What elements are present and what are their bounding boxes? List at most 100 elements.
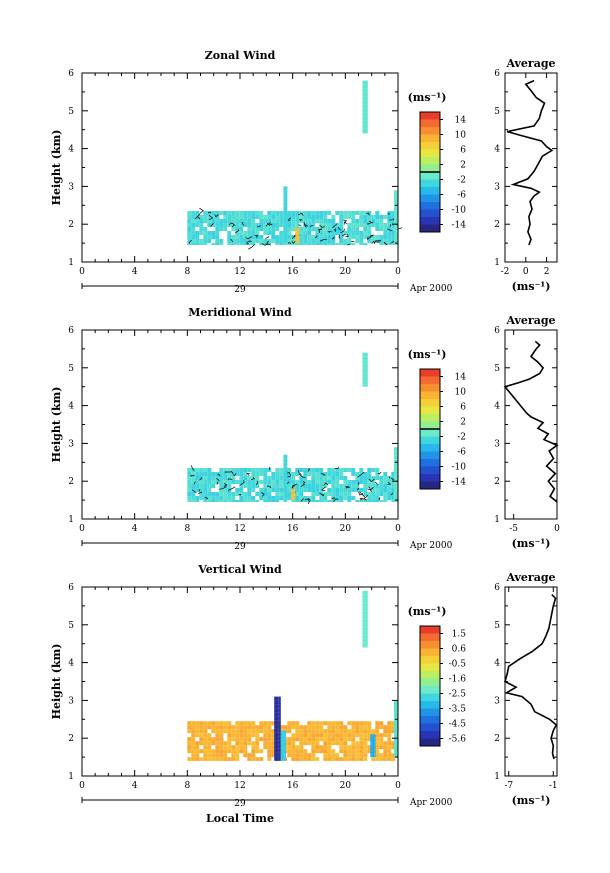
heatmap-cell <box>327 741 332 746</box>
heatmap-cell <box>219 745 224 750</box>
heatmap-cell <box>359 721 364 726</box>
heatmap-cell <box>203 211 208 215</box>
heatmap-cell <box>187 211 192 215</box>
heatmap-cell <box>343 468 348 472</box>
heatmap-cell <box>267 737 272 742</box>
heatmap-cell <box>343 733 348 738</box>
heatmap-cell <box>359 239 364 243</box>
colorbar-band <box>420 202 440 210</box>
heatmap-cell <box>215 223 220 227</box>
heatmap-cell <box>215 219 220 223</box>
heatmap-cell <box>387 215 392 219</box>
heatmap-cell <box>375 753 380 758</box>
heatmap-cell <box>247 484 252 488</box>
heatmap-cell <box>231 235 236 239</box>
heatmap-cell <box>278 720 281 725</box>
heatmap-cell <box>307 215 312 219</box>
heatmap-cell <box>319 235 324 239</box>
heatmap-cell <box>379 480 384 484</box>
heatmap-cell <box>207 721 212 726</box>
heatmap-cell <box>199 488 204 492</box>
heatmap-cell <box>275 488 280 492</box>
heatmap-cell <box>235 243 240 245</box>
heatmap-cell <box>191 753 196 758</box>
heatmap-cell <box>203 239 208 243</box>
heatmap-cell <box>247 215 252 219</box>
heatmap-cell <box>195 211 200 215</box>
heatmap-cell <box>343 745 348 750</box>
heatmap-cell <box>366 112 368 117</box>
heatmap-cell <box>319 211 324 215</box>
heatmap-cell <box>315 500 320 502</box>
heatmap-cell <box>394 495 398 500</box>
heatmap-cell <box>295 729 300 734</box>
heatmap-cell <box>191 749 196 754</box>
heatmap-cell <box>235 223 240 227</box>
heatmap-cell <box>351 749 356 754</box>
heatmap-cell <box>347 500 352 502</box>
heatmap-cell <box>239 227 244 231</box>
heatmap-cell <box>187 484 192 488</box>
heatmap-cell <box>271 741 276 746</box>
heatmap-cell <box>295 480 300 484</box>
heatmap-cell <box>315 484 320 488</box>
heatmap-cell <box>235 231 240 235</box>
colorbar-band <box>420 429 440 437</box>
heatmap-cell <box>307 488 312 492</box>
heatmap-cell <box>191 488 196 492</box>
heatmap-cell <box>359 729 364 734</box>
heatmap-cell <box>307 211 312 215</box>
heatmap-cell <box>259 239 264 243</box>
heatmap-cell <box>235 725 240 730</box>
heatmap-cell <box>311 745 316 750</box>
heatmap-cell <box>278 708 281 713</box>
heatmap-cell <box>347 480 352 484</box>
heatmap-cell <box>267 745 272 750</box>
heatmap-cell <box>366 356 368 361</box>
heatmap-cell <box>251 219 256 223</box>
heatmap-cell <box>362 104 367 109</box>
heatmap-cell <box>219 729 224 734</box>
heatmap-cell <box>303 235 308 239</box>
heatmap-cell <box>223 757 228 761</box>
heatmap-cell <box>362 376 367 381</box>
heatmap-cell <box>219 725 224 730</box>
heatmap-cell <box>187 729 192 734</box>
y-tick-label: 6 <box>68 583 74 593</box>
heatmap-cell <box>383 243 388 245</box>
heatmap-cell <box>339 749 344 754</box>
heatmap-cell <box>187 737 192 742</box>
heatmap-cell <box>295 725 300 730</box>
heatmap-cell <box>251 476 256 480</box>
heatmap-cell <box>366 638 368 643</box>
heatmap-cell <box>195 219 200 223</box>
heatmap-cell <box>375 211 380 215</box>
heatmap-cell <box>323 749 328 754</box>
heatmap-cell <box>383 484 388 488</box>
colorbar-tick-label: -14 <box>452 221 467 231</box>
heatmap-field <box>187 80 403 250</box>
heatmap-cell <box>227 223 232 227</box>
heatmap-cell <box>355 741 360 746</box>
heatmap-cell <box>211 725 216 730</box>
heatmap-cell <box>363 749 368 754</box>
heatmap-cell <box>347 484 352 488</box>
heatmap-cell <box>319 721 324 726</box>
heatmap-cell <box>362 92 367 97</box>
heatmap-cell <box>311 725 316 730</box>
heatmap-cell <box>339 745 344 750</box>
heatmap-cell <box>347 749 352 754</box>
heatmap-cell <box>359 243 364 245</box>
y-axis-label: Height (km) <box>50 644 63 720</box>
heatmap-cell <box>283 725 288 730</box>
heatmap-cell <box>387 753 392 758</box>
heatmap-cell <box>207 472 212 476</box>
avg-x-tick-label: 0 <box>554 524 560 534</box>
heatmap-cell <box>343 741 348 746</box>
heatmap-cell <box>374 746 376 751</box>
heatmap-cell <box>311 215 316 219</box>
heatmap-cell <box>347 496 352 500</box>
heatmap-cell <box>251 468 256 472</box>
heatmap-cell <box>335 725 340 730</box>
heatmap-cell <box>287 219 292 223</box>
